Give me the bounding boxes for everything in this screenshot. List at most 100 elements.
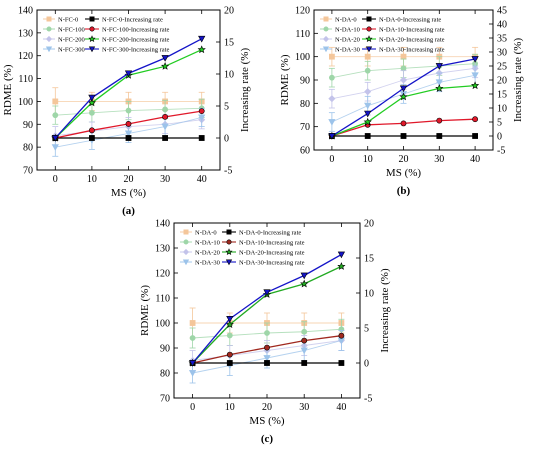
- data-point: [400, 120, 407, 127]
- data-point: [471, 56, 479, 63]
- x-tick-label: 10: [225, 402, 235, 413]
- data-point: [337, 251, 346, 259]
- y-axis-label: RDME (%): [139, 285, 151, 336]
- y-tick-label: 70: [160, 394, 170, 405]
- y-tick-label: 70: [300, 122, 310, 133]
- data-point: [338, 360, 345, 366]
- legend-swatch-marker: [323, 16, 329, 22]
- data-point: [189, 320, 196, 326]
- data-point: [198, 114, 206, 122]
- data-point: [436, 133, 443, 139]
- y-right-axis-label: Increasing rate (%): [379, 268, 391, 353]
- data-point: [263, 355, 271, 362]
- data-point: [328, 133, 336, 140]
- panel-label: (c): [261, 433, 274, 445]
- x-axis-label: MS (%): [111, 187, 146, 199]
- y-right-tick-label: 20: [364, 219, 374, 230]
- data-point: [125, 135, 132, 141]
- y-tick-label: 110: [295, 29, 310, 40]
- data-point: [337, 262, 346, 270]
- legend-entry: N-DA-0-Increasing rate: [239, 229, 301, 236]
- y-right-tick-label: 15: [497, 90, 507, 101]
- y-right-tick-label: -5: [364, 394, 372, 405]
- data-point: [226, 316, 234, 323]
- data-point: [189, 335, 196, 341]
- legend-swatch-marker: [226, 239, 232, 245]
- data-point: [364, 88, 372, 96]
- data-point: [435, 79, 443, 87]
- data-point: [264, 344, 270, 351]
- data-point: [124, 70, 133, 78]
- legend-swatch-marker: [183, 239, 189, 245]
- chart-c: 0 10 20 30 40 70 80 90 100 110 120 130 140 -5 0 5 10 15 20…: [139, 219, 391, 446]
- y-right-tick-label: 30: [497, 48, 507, 59]
- x-tick-label: 0: [190, 402, 195, 413]
- data-point: [162, 135, 168, 141]
- legend-swatch-marker: [366, 26, 372, 32]
- legend-swatch-marker: [365, 46, 373, 53]
- data-point: [399, 85, 408, 93]
- legend-swatch-marker: [323, 26, 329, 32]
- data-point: [364, 102, 372, 110]
- data-point: [161, 62, 170, 70]
- data-point: [364, 110, 372, 118]
- x-tick-label: 0: [329, 154, 334, 165]
- data-point: [51, 135, 59, 142]
- data-point: [226, 351, 233, 358]
- data-point: [301, 328, 308, 335]
- data-point: [188, 360, 197, 367]
- data-point: [472, 116, 478, 123]
- series-n-da-30-increasing-rate: [328, 56, 479, 140]
- legend-entry: N-DA-0: [335, 16, 357, 23]
- data-point: [399, 76, 408, 84]
- legend-entry: N-DA-20: [335, 36, 360, 43]
- data-point: [89, 127, 95, 134]
- data-point: [88, 94, 96, 102]
- x-tick-label: 40: [336, 402, 346, 413]
- y-right-tick-label: 10: [364, 289, 374, 300]
- y-right-tick-label: 35: [497, 34, 507, 45]
- series-n-da-30-increasing-rate: [188, 251, 346, 367]
- data-point: [435, 84, 444, 92]
- data-point: [328, 95, 336, 103]
- data-point: [472, 133, 478, 139]
- data-point: [364, 53, 371, 60]
- data-point: [301, 337, 308, 344]
- data-point: [400, 65, 407, 72]
- y-tick-label: 130: [155, 244, 170, 255]
- y-tick-label: 80: [23, 143, 33, 154]
- y-tick-label: 90: [23, 120, 33, 131]
- panel-label: (a): [122, 205, 135, 217]
- legend: N-DA-0 N-DA-10 N-DA-20 N-DA-30 N-DA-0-Increa…: [180, 229, 305, 266]
- legend-entry: N-DA-10-Increasing rate: [379, 26, 445, 33]
- legend-entry: N-DA-30-Increasing rate: [379, 46, 445, 53]
- legend-swatch-marker: [226, 229, 232, 235]
- series-n-da-0-increasing-rate: [328, 133, 478, 139]
- y-tick-label: 100: [18, 97, 33, 108]
- data-point: [198, 135, 205, 141]
- legend-entry: N-FC-300: [58, 46, 85, 53]
- y-axis-label: RDME (%): [279, 54, 291, 105]
- data-point: [263, 289, 271, 297]
- y-right-axis-label: Increasing rate (%): [239, 48, 251, 133]
- data-point: [329, 74, 335, 81]
- series-n-fc-0-increasing-rate: [52, 135, 205, 141]
- data-point: [162, 106, 168, 113]
- legend-entry: N-DA-20-Increasing rate: [379, 36, 445, 43]
- legend-entry: N-FC-100: [58, 26, 85, 33]
- y-tick-label: 70: [23, 166, 33, 177]
- data-point: [328, 53, 335, 60]
- legend-entry: N-DA-30: [195, 259, 220, 266]
- legend-swatch-marker: [322, 35, 330, 43]
- data-point: [435, 63, 443, 70]
- data-point: [162, 113, 168, 120]
- legend-swatch-marker: [45, 46, 53, 53]
- data-point: [52, 112, 59, 119]
- legend-entry: N-DA-0: [195, 229, 217, 236]
- legend-swatch-marker: [182, 248, 190, 256]
- data-point: [161, 123, 169, 131]
- legend-entry: N-DA-0-Increasing rate: [379, 16, 441, 23]
- data-point: [364, 133, 371, 139]
- data-point: [198, 108, 205, 115]
